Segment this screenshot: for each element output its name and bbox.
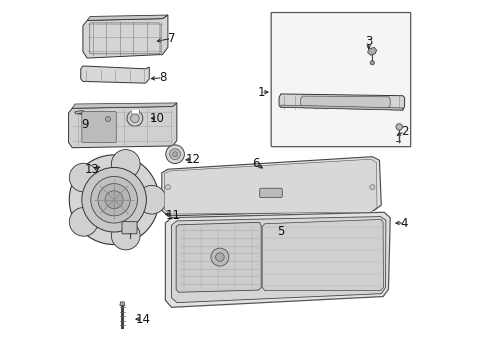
FancyBboxPatch shape: [271, 13, 411, 147]
Circle shape: [105, 191, 123, 209]
Circle shape: [82, 167, 147, 232]
Polygon shape: [69, 103, 177, 148]
Polygon shape: [300, 96, 390, 109]
Polygon shape: [81, 66, 149, 83]
Circle shape: [103, 114, 113, 124]
Polygon shape: [72, 103, 177, 108]
Circle shape: [69, 163, 98, 192]
Polygon shape: [262, 220, 383, 291]
Circle shape: [131, 114, 139, 123]
Polygon shape: [176, 222, 261, 292]
Polygon shape: [279, 94, 405, 110]
Circle shape: [396, 124, 402, 130]
Circle shape: [137, 185, 166, 214]
Circle shape: [172, 152, 177, 157]
Circle shape: [370, 185, 375, 190]
Circle shape: [105, 117, 111, 122]
Circle shape: [69, 155, 159, 244]
Text: 3: 3: [365, 35, 372, 49]
Circle shape: [111, 149, 140, 178]
Text: 6: 6: [252, 157, 260, 170]
Polygon shape: [164, 159, 377, 214]
Polygon shape: [131, 111, 139, 113]
Polygon shape: [162, 157, 381, 216]
Text: 14: 14: [135, 312, 150, 326]
Text: 2: 2: [401, 125, 408, 138]
Polygon shape: [172, 217, 386, 303]
Circle shape: [170, 149, 180, 159]
Text: 8: 8: [159, 71, 166, 84]
Polygon shape: [368, 47, 377, 55]
Circle shape: [166, 145, 184, 163]
Polygon shape: [120, 302, 125, 306]
Circle shape: [166, 185, 171, 190]
Polygon shape: [74, 111, 84, 114]
FancyBboxPatch shape: [82, 112, 116, 142]
Polygon shape: [166, 212, 390, 307]
FancyBboxPatch shape: [260, 188, 282, 198]
Circle shape: [111, 221, 140, 250]
Text: 13: 13: [85, 163, 100, 176]
Text: 12: 12: [186, 153, 200, 166]
Text: 11: 11: [166, 210, 181, 222]
FancyBboxPatch shape: [122, 222, 137, 234]
Text: 7: 7: [168, 32, 175, 45]
Circle shape: [98, 184, 130, 216]
Circle shape: [69, 207, 98, 236]
Circle shape: [370, 60, 374, 65]
Text: 5: 5: [277, 225, 285, 238]
Polygon shape: [281, 105, 403, 110]
Text: 9: 9: [82, 118, 89, 131]
Circle shape: [91, 176, 137, 223]
Text: 4: 4: [401, 216, 408, 230]
Polygon shape: [87, 15, 168, 21]
Circle shape: [211, 248, 229, 266]
Circle shape: [216, 253, 224, 261]
Circle shape: [127, 111, 143, 126]
Text: 10: 10: [150, 112, 165, 125]
Polygon shape: [83, 15, 168, 58]
Text: 1: 1: [257, 86, 265, 99]
